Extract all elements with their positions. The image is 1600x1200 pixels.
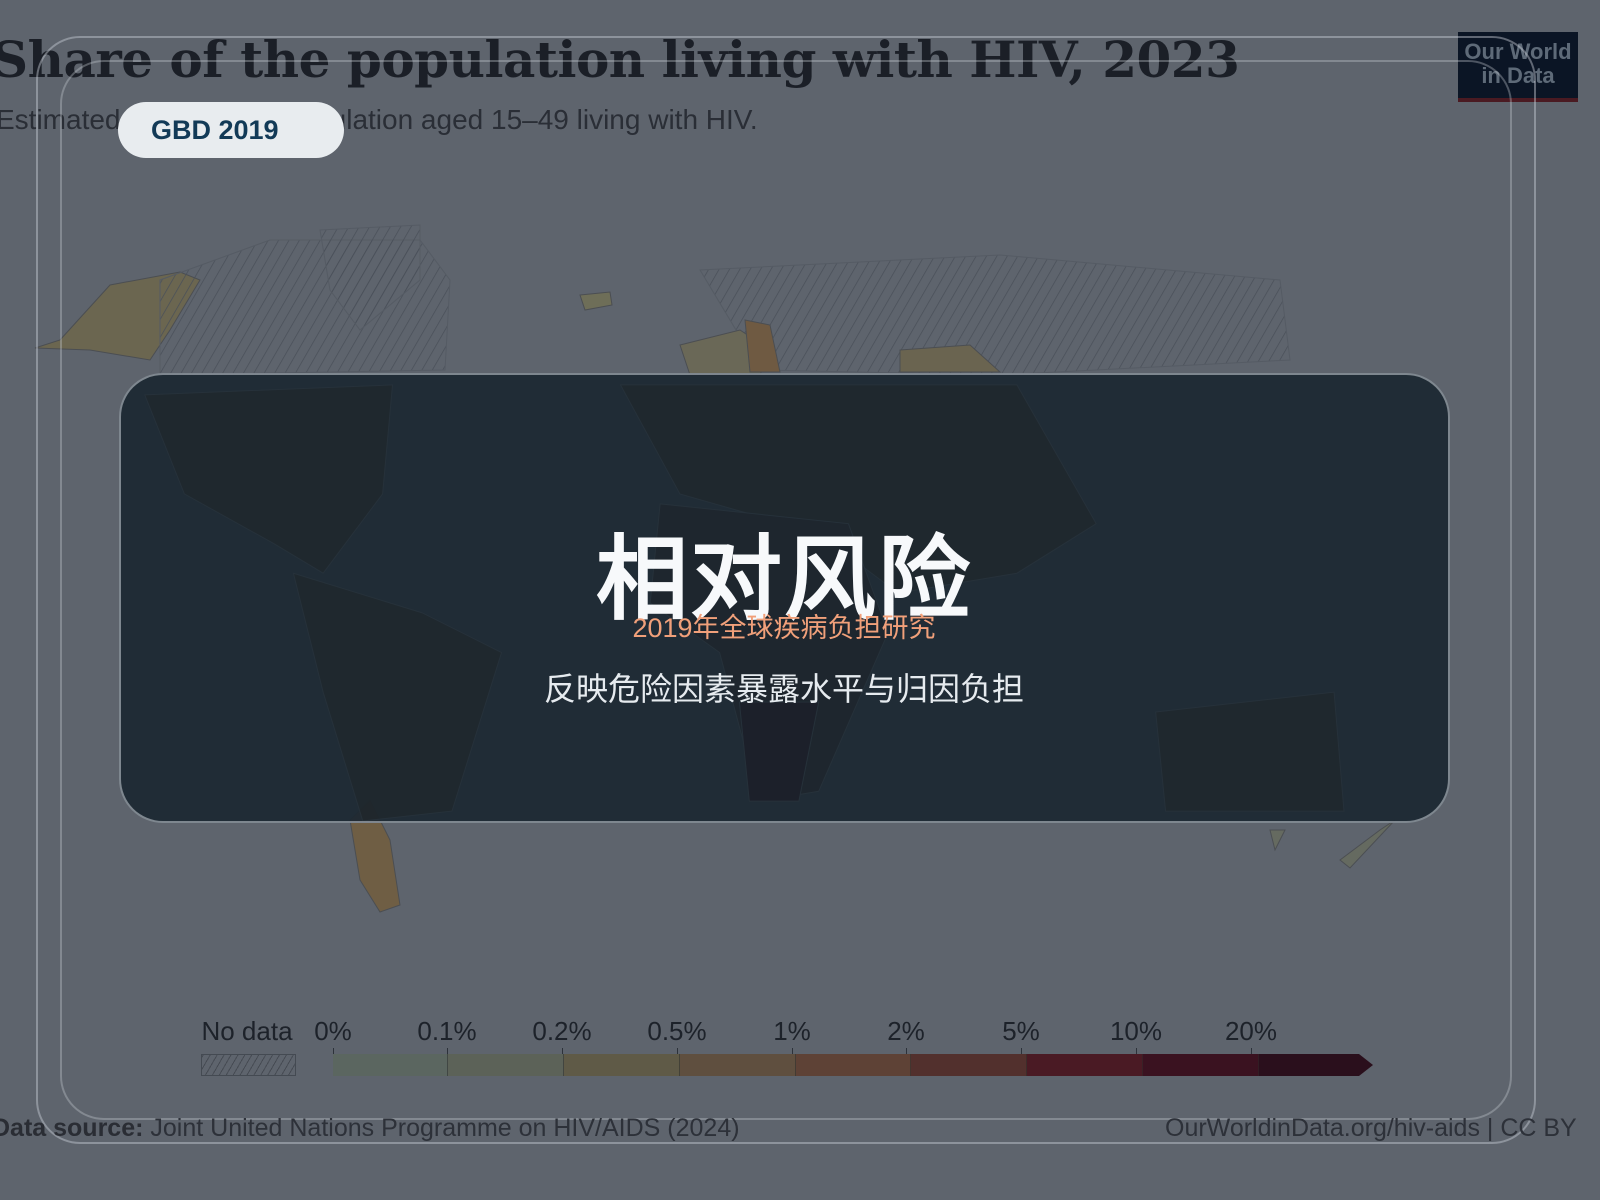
legend-no-data-swatch[interactable] bbox=[201, 1054, 296, 1076]
legend-bin-8[interactable] bbox=[1259, 1054, 1359, 1076]
chart-subtitle: Estimated share of the population aged 1… bbox=[0, 104, 758, 135]
legend-color-scale bbox=[333, 1054, 1373, 1076]
legend-bin-5[interactable] bbox=[911, 1054, 1027, 1076]
legend-bin-7[interactable] bbox=[1143, 1054, 1259, 1076]
region-greenland bbox=[319, 224, 421, 331]
data-source-label: Data source: bbox=[0, 1114, 144, 1142]
legend-bin-3[interactable] bbox=[680, 1054, 796, 1076]
legend-no-data-label: No data bbox=[201, 1016, 293, 1046]
card-description: 反映危险因素暴露水平与归因负担 bbox=[543, 671, 1024, 707]
card-map-silhouette bbox=[144, 384, 1345, 821]
legend-tick-8: 20% bbox=[1224, 1016, 1278, 1046]
gbd-badge: GBD 2019 bbox=[118, 102, 344, 158]
logo-line-1: Our World bbox=[1464, 39, 1572, 64]
card-subtitle: 2019年全球疾病负担研究 bbox=[632, 613, 936, 643]
legend-tick-2: 0.2% bbox=[532, 1016, 592, 1046]
legend-bin-0[interactable] bbox=[333, 1054, 448, 1076]
legend-bin-4[interactable] bbox=[796, 1054, 911, 1076]
owid-logo[interactable]: Our World in Data bbox=[1458, 32, 1578, 102]
card-title: 相对风险 bbox=[595, 526, 972, 633]
logo-line-2: in Data bbox=[1481, 63, 1555, 88]
data-source: Data source: Joint United Nations Progra… bbox=[0, 1114, 740, 1143]
legend-tick-6: 5% bbox=[1002, 1016, 1040, 1046]
legend-arrow-icon bbox=[1359, 1054, 1373, 1076]
chart-title: Share of the population living with HIV,… bbox=[0, 30, 1240, 89]
legend-bin-2[interactable] bbox=[564, 1054, 680, 1076]
legend-bin-6[interactable] bbox=[1027, 1054, 1143, 1076]
region-russia bbox=[699, 254, 1291, 376]
overlay-card bbox=[119, 373, 1450, 823]
legend-tick-7: 10% bbox=[1109, 1016, 1163, 1046]
world-map bbox=[34, 224, 1396, 913]
legend-tick-3: 0.5% bbox=[647, 1016, 707, 1046]
data-source-text: Joint United Nations Programme on HIV/AI… bbox=[150, 1114, 740, 1142]
legend-bin-1[interactable] bbox=[448, 1054, 564, 1076]
legend-tick-0: 0% bbox=[314, 1016, 352, 1046]
legend-tick-4: 1% bbox=[773, 1016, 811, 1046]
legend-tick-5: 2% bbox=[887, 1016, 925, 1046]
source-link[interactable]: OurWorldinData.org/hiv-aids | CC BY bbox=[1165, 1114, 1577, 1142]
legend-tick-1: 0.1% bbox=[417, 1016, 477, 1046]
